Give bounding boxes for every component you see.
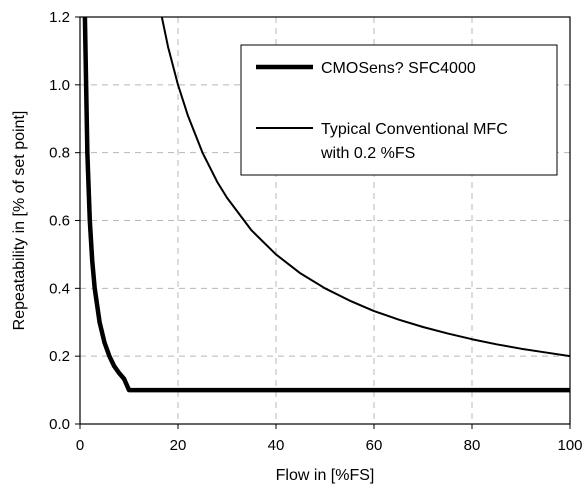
x-tick-label: 80 <box>464 437 481 454</box>
y-tick-label: 1.0 <box>49 77 70 94</box>
x-tick-label: 60 <box>366 437 383 454</box>
series-lines <box>82 17 570 393</box>
y-tick-label: 1.2 <box>49 9 70 26</box>
x-tick-label: 40 <box>268 437 285 454</box>
x-tick-label: 20 <box>170 437 187 454</box>
legend-label-conventional-mfc: Typical Conventional MFC <box>321 121 508 138</box>
legend: CMOSens? SFC4000 Typical Conventional MF… <box>240 44 558 176</box>
y-axis-title: Repeatability in [% of set point] <box>11 111 28 331</box>
legend-label-conventional-mfc-line2: with 0.2 %FS <box>320 145 415 162</box>
legend-label-cmosens: CMOSens? SFC4000 <box>321 60 476 77</box>
series-line-cmosens <box>82 17 570 393</box>
y-tick-label: 0.2 <box>49 348 70 365</box>
series-line-conventional-mfc <box>160 17 570 358</box>
x-tick-label: 0 <box>76 437 84 454</box>
y-tick-label: 0.6 <box>49 213 70 230</box>
x-axis-title: Flow in [%FS] <box>276 467 375 484</box>
x-axis-ticks: 0 20 40 60 80 100 <box>76 424 583 454</box>
y-axis-ticks: 0.0 0.2 0.4 0.6 0.8 1.0 1.2 <box>49 9 80 433</box>
y-tick-label: 0.8 <box>49 145 70 162</box>
x-tick-label: 100 <box>557 437 582 454</box>
y-tick-label: 0.0 <box>49 416 70 433</box>
y-tick-label: 0.4 <box>49 280 70 297</box>
